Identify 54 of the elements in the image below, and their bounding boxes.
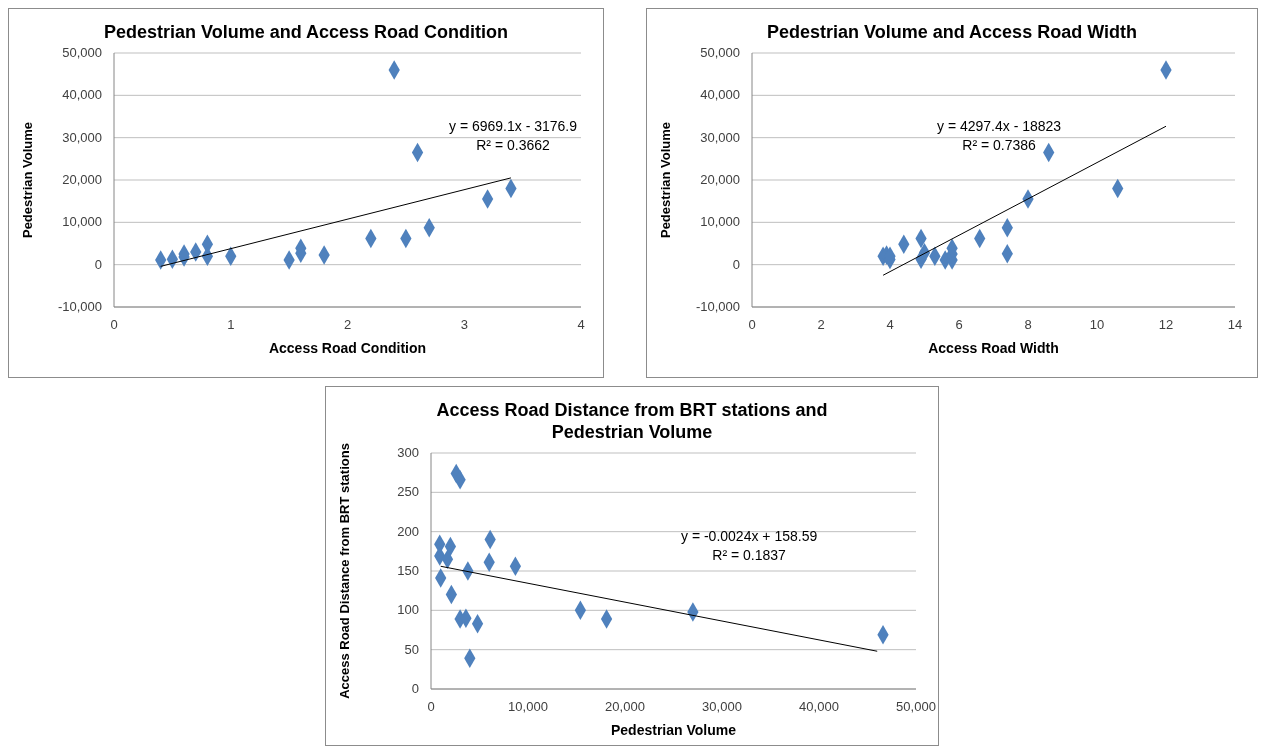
annotation: R² = 0.3662 (475, 136, 551, 155)
x-tick-label: 4 (577, 317, 585, 332)
y-tick-label: 10,000 (62, 214, 102, 230)
x-tick-label: 10,000 (508, 699, 548, 714)
x-tick-label: 40,000 (799, 699, 839, 714)
y-tick-label: 250 (397, 484, 419, 500)
y-tick-label: 20,000 (700, 172, 740, 187)
y-tick-label: 30,000 (62, 129, 102, 145)
x-tick-label: 2 (343, 317, 352, 332)
x-tick-label: 12 (1158, 317, 1174, 332)
annotation: y = -0.0024x + 158.59 (681, 527, 818, 546)
x-tick-label: 20,000 (605, 699, 645, 714)
x-axis-title: Pedestrian Volume (610, 722, 737, 738)
x-axis-title: Access Road Width (928, 340, 1059, 356)
x-tick-label: 6 (955, 317, 963, 332)
x-tick-label: 8 (1024, 317, 1032, 332)
annotation: y = 6969.1x - 3176.9 (449, 117, 578, 136)
x-tick-label: 14 (1227, 317, 1243, 332)
y-tick-label: 300 (397, 445, 419, 460)
y-axis-title: Pedestrian Volume (19, 121, 35, 239)
y-tick-label: 30,000 (700, 129, 740, 145)
y-tick-label: 200 (397, 523, 419, 539)
y-tick-label: 50,000 (62, 45, 102, 60)
x-tick-label: 50,000 (896, 699, 936, 714)
chart-title: Pedestrian Volume and Access Road Condition (102, 21, 510, 43)
x-tick-label: 2 (817, 317, 825, 332)
x-tick-label: 0 (748, 317, 756, 332)
y-tick-label: 20,000 (62, 172, 102, 187)
x-tick-label: 10 (1089, 317, 1105, 332)
chart-title: Pedestrian Volume and Access Road Width (766, 21, 1138, 43)
x-tick-label: 0 (427, 699, 435, 714)
y-tick-label: 40,000 (62, 87, 102, 103)
y-tick-label: 10,000 (700, 214, 740, 230)
annotation: y = 4297.4x - 18823 (937, 117, 1062, 136)
x-tick-label: 1 (227, 317, 235, 332)
y-tick-label: 0 (411, 681, 419, 696)
y-tick-label: 150 (397, 563, 419, 578)
y-tick-label: 50,000 (700, 45, 740, 60)
y-tick-label: 40,000 (700, 87, 740, 103)
y-axis-title: Access Road Distance from BRT stations (336, 443, 352, 699)
x-axis-title: Access Road Condition (268, 340, 427, 356)
y-tick-label: 0 (732, 256, 740, 272)
y-tick-label: 0 (94, 256, 102, 272)
x-tick-label: 0 (110, 317, 118, 332)
y-axis-title: Pedestrian Volume (657, 121, 673, 239)
chart-title: Access Road Distance from BRT stations and Pedestrian Volume (435, 399, 829, 443)
y-tick-label: -10,000 (57, 299, 102, 314)
x-tick-label: 3 (460, 317, 468, 332)
x-tick-label: 4 (886, 317, 894, 332)
y-tick-label: 100 (397, 602, 419, 618)
y-tick-label: -10,000 (695, 299, 740, 314)
annotation: R² = 0.7386 (961, 136, 1037, 155)
annotation: R² = 0.1837 (711, 546, 787, 565)
y-tick-label: 50 (404, 641, 419, 657)
